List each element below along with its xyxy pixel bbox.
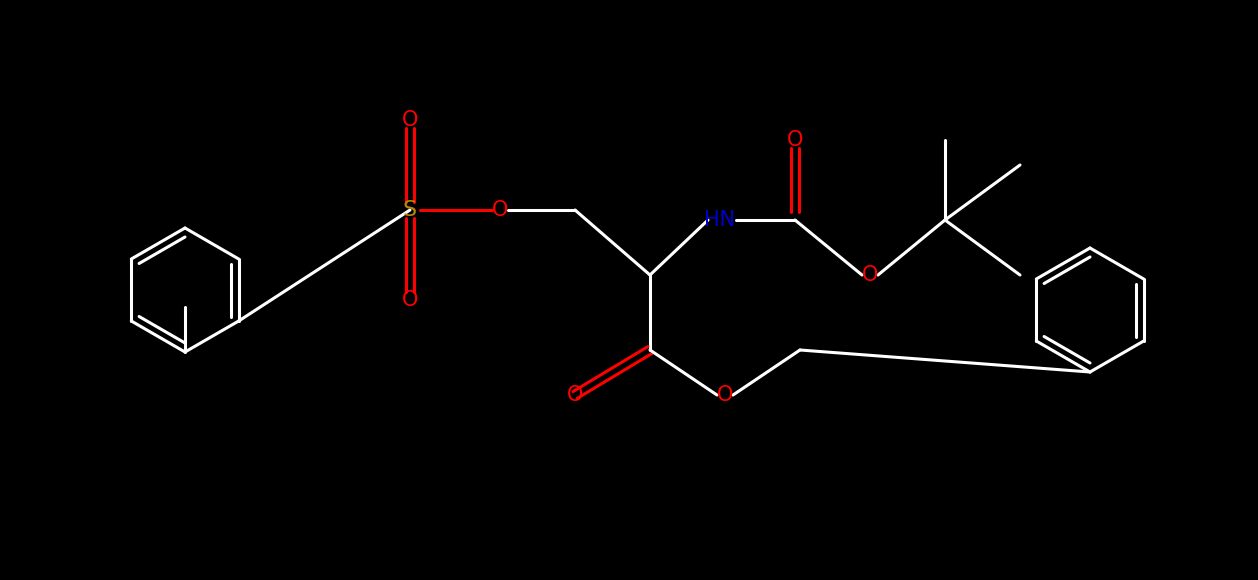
Text: O: O [401, 290, 418, 310]
Text: O: O [786, 130, 803, 150]
Text: O: O [401, 110, 418, 130]
Text: O: O [492, 200, 508, 220]
Text: HN: HN [704, 210, 736, 230]
Text: O: O [717, 385, 733, 405]
Text: O: O [567, 385, 584, 405]
Text: O: O [862, 265, 878, 285]
Text: S: S [403, 200, 418, 220]
